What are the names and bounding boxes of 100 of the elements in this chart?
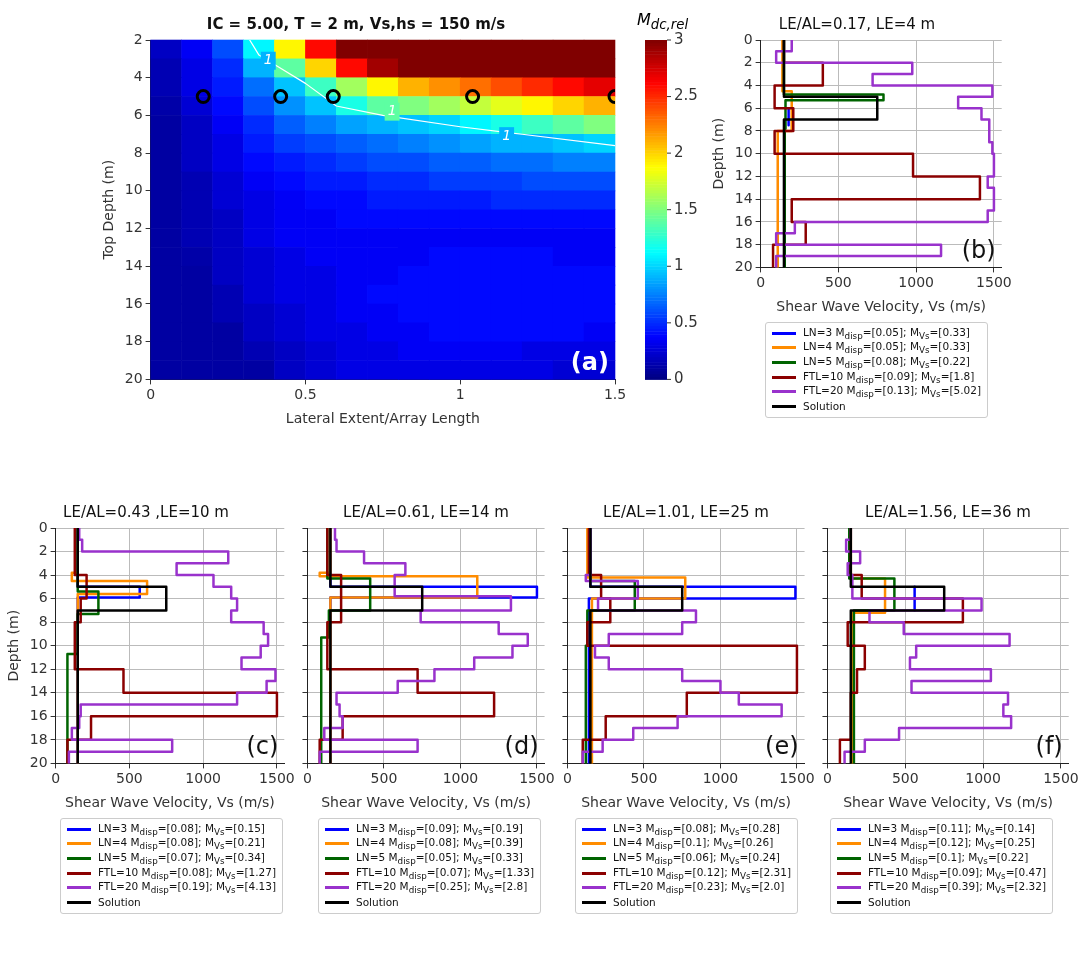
- x-tick-label: 500: [891, 770, 919, 787]
- legend-label: LN=4 M$_{disp}$=[0.12]; M$_{Vs}$=[0.25]: [868, 836, 1035, 852]
- x-axis-title: Shear Wave Velocity, Vs (m/s): [65, 794, 275, 811]
- legend-label: FTL=20 M$_{disp}$=[0.23]; M$_{Vs}$=[2.0]: [613, 880, 785, 896]
- annotation: 1: [263, 51, 273, 68]
- x-tick-label: 1: [455, 386, 465, 403]
- color-bar-label: 1.5: [674, 199, 698, 218]
- y-tick-label: 14: [124, 256, 143, 273]
- legend-label: FTL=10 M$_{disp}$=[0.07]; M$_{Vs}$=[1.33]: [356, 865, 535, 881]
- annotation: 1: [502, 126, 512, 143]
- chart-title: LE/AL=0.61, LE=14 m: [343, 502, 509, 521]
- x-axis-title: Shear Wave Velocity, Vs (m/s): [843, 794, 1053, 811]
- x-tick-label: 0: [302, 770, 312, 787]
- y-tick-label: 0: [743, 30, 753, 47]
- legend-label: FTL=10 M$_{disp}$=[0.09]; M$_{Vs}$=[1.8]: [803, 369, 975, 385]
- x-axis-title: Shear Wave Velocity, Vs (m/s): [581, 794, 791, 811]
- legend-label: FTL=20 M$_{disp}$=[0.25]; M$_{Vs}$=[2.8]: [356, 880, 528, 896]
- y-tick-label: 6: [133, 106, 143, 123]
- annotation: (f): [1035, 731, 1063, 760]
- y-tick-label: 8: [743, 121, 753, 138]
- legend-label: LN=3 M$_{disp}$=[0.09]; M$_{Vs}$=[0.19]: [356, 821, 523, 837]
- legend-label: LN=4 M$_{disp}$=[0.08]; M$_{Vs}$=[0.39]: [356, 836, 523, 852]
- legend-label: LN=3 M$_{disp}$=[0.05]; M$_{Vs}$=[0.33]: [803, 325, 970, 341]
- legend-label: FTL=10 M$_{disp}$=[0.09]; M$_{Vs}$=[0.47]: [868, 865, 1047, 881]
- x-tick-label: 1000: [185, 770, 221, 787]
- legend-label: FTL=20 M$_{disp}$=[0.19]; M$_{Vs}$=[4.13]: [98, 880, 277, 896]
- y-tick-label: 10: [734, 144, 753, 161]
- y-tick-label: 18: [124, 332, 143, 349]
- y-tick-label: 14: [29, 683, 48, 700]
- legend-label: LN=5 M$_{disp}$=[0.06]; M$_{Vs}$=[0.24]: [613, 850, 780, 867]
- y-tick-label: 2: [133, 30, 143, 47]
- y-tick-label: 20: [124, 370, 143, 387]
- chart-title: LE/AL=1.56, LE=36 m: [865, 502, 1031, 521]
- x-tick-label: 1000: [702, 770, 739, 787]
- color-bar-label: 0.5: [674, 312, 698, 331]
- y-tick-label: 8: [133, 143, 143, 160]
- chart-title: LE/AL=0.17, LE=4 m: [778, 14, 936, 33]
- y-tick-label: 12: [124, 219, 143, 236]
- y-tick-label: 4: [743, 76, 753, 93]
- y-tick-label: 14: [734, 189, 753, 206]
- x-axis-title: Shear Wave Velocity, Vs (m/s): [321, 794, 531, 811]
- y-tick-label: 0: [38, 518, 48, 535]
- annotation: (b): [961, 235, 996, 264]
- y-tick-label: 10: [124, 181, 143, 198]
- x-tick-label: 1000: [898, 274, 934, 291]
- y-tick-label: 10: [29, 636, 48, 653]
- legend-label: Solution: [613, 896, 656, 909]
- y-tick-label: 6: [743, 98, 753, 115]
- x-axis-title: Shear Wave Velocity, Vs (m/s): [776, 298, 987, 315]
- y-axis-title: Depth (m): [710, 117, 727, 190]
- legend-label: LN=3 M$_{disp}$=[0.08]; M$_{Vs}$=[0.28]: [613, 821, 780, 837]
- y-tick-label: 18: [734, 235, 753, 252]
- x-tick-label: 1.5: [603, 386, 627, 403]
- x-axis-title: Lateral Extent/Array Length: [285, 410, 480, 427]
- y-tick-label: 18: [29, 730, 48, 747]
- legend-label: Solution: [803, 400, 846, 413]
- y-tick-label: 16: [734, 212, 753, 229]
- x-tick-label: 1500: [976, 274, 1012, 291]
- y-tick-label: 20: [734, 258, 753, 275]
- legend-label: LN=4 M$_{disp}$=[0.08]; M$_{Vs}$=[0.21]: [98, 836, 265, 852]
- y-tick-label: 20: [29, 754, 48, 771]
- color-bar-label: 0: [674, 369, 684, 388]
- y-tick-label: 12: [29, 659, 48, 676]
- legend-label: LN=5 M$_{disp}$=[0.08]; M$_{Vs}$=[0.22]: [803, 354, 970, 371]
- legend-label: Solution: [98, 896, 141, 909]
- y-tick-label: 6: [38, 589, 48, 606]
- legend-label: FTL=20 M$_{disp}$=[0.13]; M$_{Vs}$=[5.02]: [803, 384, 982, 400]
- y-tick-label: 2: [38, 542, 48, 559]
- x-tick-label: 1000: [965, 770, 1001, 787]
- annotation: (a): [570, 347, 609, 376]
- legend-label: LN=5 M$_{disp}$=[0.07]; M$_{Vs}$=[0.34]: [98, 850, 265, 867]
- x-tick-label: 1500: [779, 770, 815, 787]
- legend-label: LN=4 M$_{disp}$=[0.05]; M$_{Vs}$=[0.33]: [803, 340, 970, 356]
- x-tick-label: 0: [51, 770, 61, 787]
- annotation: 1: [387, 102, 397, 119]
- x-tick-label: 0.5: [294, 386, 317, 403]
- legend-label: FTL=10 M$_{disp}$=[0.08]; M$_{Vs}$=[1.27]: [98, 865, 277, 881]
- x-tick-label: 0: [562, 770, 572, 787]
- color-bar-label: 2: [674, 143, 684, 162]
- y-tick-label: 16: [124, 294, 143, 311]
- legend-label: LN=3 M$_{disp}$=[0.11]; M$_{Vs}$=[0.14]: [868, 821, 1035, 837]
- x-tick-label: 1000: [442, 770, 479, 787]
- y-tick-label: 2: [743, 53, 753, 70]
- legend-label: LN=4 M$_{disp}$=[0.1]; M$_{Vs}$=[0.26]: [613, 836, 774, 852]
- annotation: (d): [504, 731, 539, 760]
- legend-label: LN=5 M$_{disp}$=[0.05]; M$_{Vs}$=[0.33]: [356, 850, 523, 867]
- chart-title: LE/AL=0.43 ,LE=10 m: [63, 502, 229, 521]
- x-tick-label: 1500: [1043, 770, 1079, 787]
- legend-label: Solution: [356, 896, 399, 909]
- annotation: (e): [765, 731, 799, 760]
- legend-label: Solution: [868, 896, 911, 909]
- x-tick-label: 500: [630, 770, 658, 787]
- x-tick-label: 500: [825, 274, 852, 291]
- annotation: (c): [246, 731, 279, 760]
- x-tick-label: 0: [146, 386, 156, 403]
- y-tick-label: 8: [38, 612, 48, 629]
- chart-title: LE/AL=1.01, LE=25 m: [603, 502, 769, 521]
- y-tick-label: 4: [133, 68, 143, 85]
- x-tick-label: 500: [370, 770, 398, 787]
- y-tick-label: 12: [734, 167, 753, 184]
